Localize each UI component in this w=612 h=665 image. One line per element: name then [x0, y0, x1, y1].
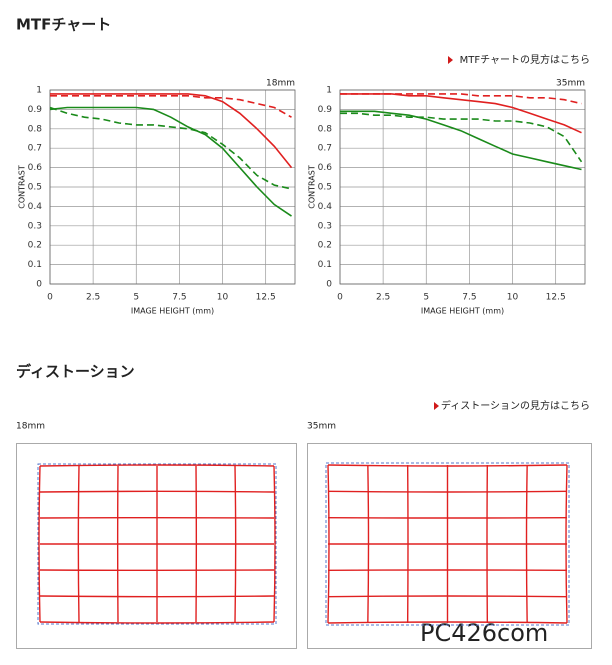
mtf-line — [340, 93, 582, 134]
y-tick-label: 0.7 — [28, 144, 42, 154]
mtf-line — [50, 93, 293, 169]
x-axis-title: IMAGE HEIGHT (mm) — [421, 307, 504, 316]
x-tick-label: 12.5 — [546, 293, 566, 303]
x-tick-label: 2.5 — [86, 293, 100, 303]
y-tick-label: 0.6 — [318, 163, 333, 173]
y-tick-label: 1 — [36, 86, 42, 96]
y-tick-label: 0.9 — [318, 105, 333, 115]
x-tick-label: 5 — [133, 293, 139, 303]
link-arrow — [434, 402, 439, 410]
grid-distortion-line — [234, 465, 237, 623]
mtf-line — [340, 93, 582, 105]
y-tick-label: 0 — [326, 280, 332, 290]
grid-distortion-line — [565, 464, 568, 624]
y-tick-label: 0.9 — [28, 105, 43, 115]
grid-distortion-line — [273, 465, 276, 623]
chart-label: 35mm — [556, 79, 585, 89]
link[interactable]: ディストーションの見方はこちら — [441, 399, 590, 412]
y-tick-label: 0.2 — [28, 241, 42, 251]
reference-frame — [325, 462, 570, 626]
y-tick-label: 0.4 — [28, 202, 43, 212]
y-tick-label: 0.7 — [318, 144, 332, 154]
y-tick-label: 0.8 — [28, 124, 43, 134]
y-tick-label: 0.1 — [318, 260, 332, 270]
panel-label: 18mm — [16, 422, 45, 432]
y-tick-label: 0.8 — [318, 124, 333, 134]
y-tick-label: 0.1 — [28, 260, 42, 270]
x-tick-label: 10 — [217, 293, 229, 303]
watermark: PC426com — [420, 619, 548, 647]
y-axis-title: CONTRAST — [18, 165, 27, 209]
y-tick-label: 0 — [36, 280, 42, 290]
x-tick-label: 7.5 — [462, 293, 476, 303]
mtf-line — [49, 106, 292, 190]
x-tick-label: 5 — [423, 293, 429, 303]
y-tick-label: 0.2 — [318, 241, 332, 251]
mtf-line — [340, 110, 582, 171]
grid-distortion-line — [39, 595, 275, 598]
grid-distortion-line — [327, 621, 568, 624]
y-tick-label: 0.3 — [28, 221, 42, 231]
section-title: ディストーション — [16, 363, 135, 381]
grid-distortion-line — [525, 464, 528, 624]
y-tick-label: 1 — [326, 86, 332, 96]
x-tick-label: 0 — [337, 293, 343, 303]
section-title: MTFチャート — [16, 16, 111, 34]
grid-distortion-line — [39, 621, 275, 624]
y-tick-label: 0.6 — [28, 163, 43, 173]
panel-frame — [16, 443, 297, 649]
link-arrow — [448, 56, 453, 64]
grid-distortion-line — [39, 464, 275, 467]
panel-frame — [307, 443, 592, 649]
y-axis-title: CONTRAST — [308, 165, 317, 209]
panel-label: 35mm — [307, 422, 336, 432]
mtf-line — [340, 112, 583, 163]
reference-frame — [37, 463, 277, 625]
x-tick-label: 7.5 — [172, 293, 186, 303]
link[interactable]: MTFチャートの見方はこちら — [460, 53, 590, 66]
mtf-line — [49, 106, 292, 217]
grid-distortion-line — [38, 465, 41, 623]
grid-distortion-line — [327, 595, 568, 598]
plot-frame — [49, 89, 296, 285]
x-tick-label: 0 — [47, 293, 53, 303]
x-tick-label: 2.5 — [376, 293, 390, 303]
y-tick-label: 0.5 — [318, 183, 332, 193]
y-tick-label: 0.3 — [318, 221, 332, 231]
y-tick-label: 0.5 — [28, 183, 42, 193]
mtf-line — [50, 95, 292, 118]
x-tick-label: 12.5 — [256, 293, 276, 303]
x-axis-title: IMAGE HEIGHT (mm) — [131, 307, 214, 316]
x-tick-label: 10 — [507, 293, 519, 303]
y-tick-label: 0.4 — [318, 202, 333, 212]
plot-frame — [339, 89, 586, 285]
chart-label: 18mm — [266, 79, 295, 89]
